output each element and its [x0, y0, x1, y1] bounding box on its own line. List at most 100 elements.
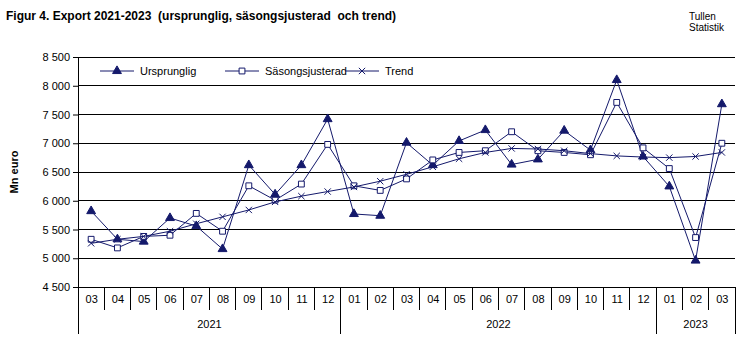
series-line	[91, 148, 722, 243]
data-point	[507, 159, 516, 167]
data-point	[456, 156, 462, 162]
data-point	[193, 210, 199, 216]
x-tick-label: 03	[86, 293, 98, 305]
data-point	[560, 125, 569, 133]
data-point	[719, 140, 725, 146]
data-point	[430, 164, 436, 170]
x-tick: 09	[559, 287, 571, 305]
y-tick-mark	[73, 201, 78, 202]
data-point	[508, 145, 514, 151]
y-tick-label: 6 000	[42, 195, 70, 207]
y-tick-label: 6 500	[42, 166, 70, 178]
x-tick-label: 08	[532, 293, 544, 305]
data-point	[351, 183, 357, 189]
data-point	[114, 236, 120, 242]
y-axis-line	[73, 58, 79, 288]
x-tick: 03	[401, 287, 413, 305]
y-axis-title: Mn euro	[8, 150, 20, 193]
grid	[78, 57, 735, 287]
x-tick-label: 04	[112, 293, 124, 305]
x-tick-label: 03	[716, 293, 728, 305]
month-separator	[367, 287, 368, 310]
x-tick-label: 04	[427, 293, 439, 305]
x-tick: 04	[112, 287, 124, 305]
data-point	[271, 189, 280, 197]
grid-line	[78, 200, 735, 201]
y-tick-mark	[73, 86, 78, 87]
month-separator	[235, 287, 236, 310]
data-point	[482, 149, 488, 155]
x-tick-label: 05	[138, 293, 150, 305]
series-line	[91, 80, 722, 261]
x-tick: 06	[164, 287, 176, 305]
y-tick-mark	[73, 115, 78, 116]
month-separator	[708, 287, 709, 310]
x-tick: 07	[506, 287, 518, 305]
x-tick: 08	[217, 287, 229, 305]
data-point	[324, 188, 330, 194]
x-tick: 01	[664, 287, 676, 305]
data-point	[220, 228, 226, 234]
month-separator	[288, 287, 289, 310]
annotation: Tullen	[689, 11, 716, 22]
x-tick-label: 01	[664, 293, 676, 305]
data-point	[666, 166, 672, 172]
data-point	[455, 136, 464, 144]
data-point	[115, 245, 121, 251]
legend-label: Säsongsjusterad	[265, 65, 347, 77]
data-point	[167, 228, 173, 234]
data-point	[297, 160, 306, 168]
x-tick: 03	[716, 287, 728, 305]
data-point	[377, 187, 383, 193]
data-point	[298, 181, 304, 187]
legend-marker	[113, 66, 122, 74]
x-tick-label: 09	[559, 293, 571, 305]
legend-marker	[239, 68, 245, 74]
x-tick-label: 06	[480, 293, 492, 305]
month-separator	[551, 287, 552, 310]
year-label: 2023	[683, 318, 707, 330]
x-tick-label: 05	[453, 293, 465, 305]
y-tick: 5 000	[42, 252, 78, 264]
month-separator	[603, 287, 604, 310]
year-separator	[78, 287, 79, 334]
series-line	[91, 102, 722, 247]
x-tick-label: 08	[217, 293, 229, 305]
data-point	[350, 209, 359, 217]
month-separator	[261, 287, 262, 310]
x-tick: 11	[296, 287, 307, 305]
month-separator	[419, 287, 420, 310]
x-tick: 09	[243, 287, 255, 305]
x-separators	[78, 287, 735, 334]
data-point	[717, 99, 726, 107]
x-tick-label: 02	[375, 293, 387, 305]
data-point	[376, 211, 385, 219]
data-point	[640, 145, 646, 151]
data-point	[87, 206, 96, 214]
data-point	[587, 150, 593, 156]
x-tick-label: 10	[269, 293, 281, 305]
y-tick: 5 500	[42, 224, 78, 236]
x-tick-label: 03	[401, 293, 413, 305]
legend-label: Ursprunglig	[140, 65, 196, 77]
x-tick: 05	[138, 287, 150, 305]
month-separator	[445, 287, 446, 310]
x-tick: 04	[427, 287, 439, 305]
x-tick-label: 01	[348, 293, 360, 305]
data-point	[665, 181, 674, 189]
y-tick-label: 8 000	[42, 80, 70, 92]
data-point	[219, 214, 225, 220]
year-label: 2021	[197, 318, 221, 330]
data-point	[402, 138, 411, 146]
legend-label: Trend	[385, 65, 413, 77]
x-tick: 03	[86, 287, 98, 305]
data-point	[166, 213, 175, 221]
y-tick-mark	[73, 287, 78, 288]
y-tick: 8 500	[42, 51, 78, 63]
y-tick-mark	[73, 143, 78, 144]
legend-item: Trend	[345, 65, 413, 77]
data-point	[323, 114, 332, 122]
x-tick-label: 11	[296, 293, 307, 305]
annotation: Statistik	[689, 22, 725, 33]
data-point	[666, 154, 672, 160]
